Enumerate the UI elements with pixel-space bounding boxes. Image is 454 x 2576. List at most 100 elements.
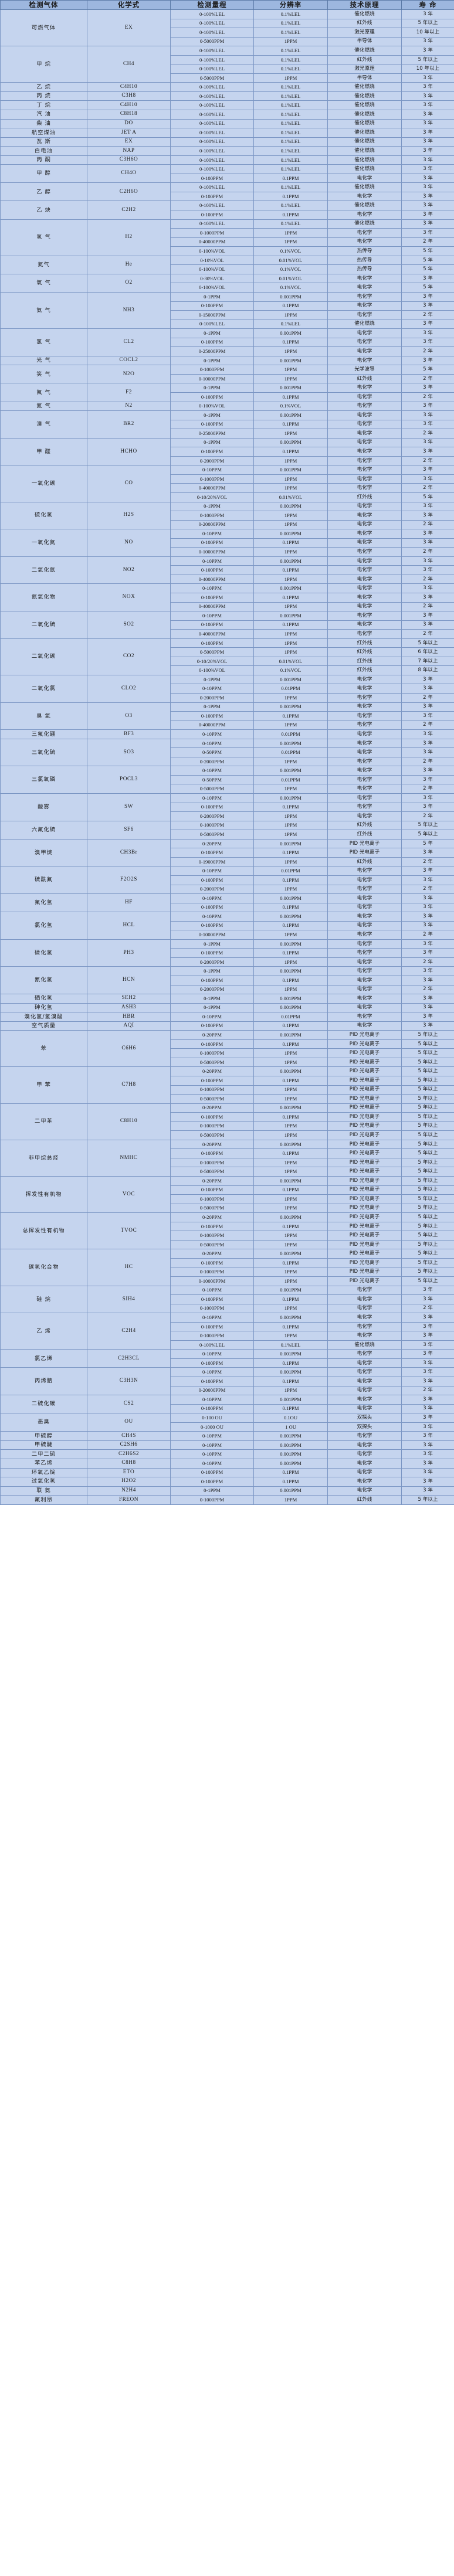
lifetime-cell: 3 年 — [401, 1395, 454, 1405]
table-row: 0-5000PPM 1PPM 红外线 5 年以上 — [1, 830, 454, 840]
technology-cell: PID 光电离子 — [327, 1148, 402, 1158]
range-cell: 0-40000PPM — [170, 237, 254, 247]
lifetime-cell: 5 年以上 — [401, 1148, 454, 1158]
resolution-cell: 0.001PPM — [253, 893, 328, 903]
resolution-cell: 0.001PPM — [253, 501, 328, 512]
lifetime-cell: 5 年以上 — [401, 1176, 454, 1186]
technology-cell: 电化学 — [327, 966, 402, 976]
range-cell: 0-100PPM — [170, 1258, 254, 1268]
lifetime-cell: 3 年 — [401, 702, 454, 712]
resolution-cell: 0.001PPM — [253, 1103, 328, 1113]
range-cell: 0-10PPM — [170, 793, 254, 803]
range-cell: 0-100%LEL — [170, 100, 254, 111]
lifetime-cell: 3 年 — [401, 437, 454, 448]
range-cell: 0-1000PPM — [170, 1303, 254, 1314]
gas-name-cell: 甲硫醇 — [0, 1431, 87, 1441]
lifetime-cell: 5 年以上 — [401, 1221, 454, 1232]
resolution-cell: 0.01%VOL — [253, 255, 328, 266]
range-cell: 0-100%LEL — [170, 155, 254, 165]
gas-name-cell: 二氧化氮 — [0, 556, 87, 584]
lifetime-cell: 3 年 — [401, 556, 454, 566]
range-cell: 0-100PPM — [170, 301, 254, 311]
range-cell: 0-10PPM — [170, 1449, 254, 1459]
table-row: 0-100PPM 0.1PPM PID 光电离子 3 年 — [1, 848, 454, 858]
table-row: 0-100PPM 0.1PPM 电化学 3 年 — [1, 593, 454, 603]
resolution-cell: 0.1PPM — [253, 1148, 328, 1158]
technology-cell: PID 光电离子 — [327, 1066, 402, 1076]
chemical-formula-cell: TVOC — [87, 1212, 171, 1250]
technology-cell: 电化学 — [327, 629, 402, 639]
range-cell: 0-100PPM — [170, 210, 254, 220]
technology-cell: PID 光电离子 — [327, 1276, 402, 1286]
table-row: 0-100%VOL 0.1%VOL 电化学 5 年 — [1, 283, 454, 293]
resolution-cell: 0.1PPM — [253, 920, 328, 931]
range-cell: 0-100%LEL — [170, 319, 254, 329]
range-cell: 0-10PPM — [170, 1440, 254, 1450]
range-cell: 0-1000PPM — [170, 1267, 254, 1277]
table-row: 硫化氢 H2S 0-1PPM 0.001PPM 电化学 3 年 — [0, 501, 454, 530]
resolution-cell: 0.001PPM — [253, 556, 328, 566]
gas-name-cell: 总挥发性有机物 — [0, 1212, 87, 1250]
technology-cell: 催化燃烧 — [327, 118, 402, 129]
gas-name-cell: 溴 气 — [0, 410, 87, 439]
chemical-formula-cell: C6H6 — [87, 1030, 171, 1068]
table-row: 乙 醇 C2H6O 0-100%LEL 0.1%LEL 催化燃烧 3 年 — [0, 182, 454, 202]
table-row: 氧 气 O2 0-30%VOL 0.01%VOL 电化学 3 年 — [0, 273, 454, 293]
technology-cell: 红外线 — [327, 647, 402, 657]
technology-cell: 电化学 — [327, 1395, 402, 1405]
technology-cell: PID 光电离子 — [327, 1185, 402, 1195]
technology-cell: 电化学 — [327, 383, 402, 393]
table-row: 甲 醇 CH4O 0-100%LEL 0.1%LEL 催化燃烧 3 年 — [0, 164, 454, 183]
lifetime-cell: 3 年 — [401, 1294, 454, 1304]
range-cell: 0-100PPM — [170, 1021, 254, 1031]
chemical-formula-cell: N2 — [87, 401, 171, 412]
range-cell: 0-20PPM — [170, 1103, 254, 1113]
range-cell: 0-10000PPM — [170, 547, 254, 557]
technology-cell: PID 光电离子 — [327, 1221, 402, 1232]
resolution-cell: 0.1PPM — [253, 565, 328, 575]
chemical-formula-cell: CL2 — [87, 328, 171, 356]
table-body: 可燃气体 EX 0-100%LEL 0.1%LEL 催化燃烧 3 年 0-100%LEL 0.… — [0, 9, 454, 1505]
technology-cell: 电化学 — [327, 355, 402, 366]
lifetime-cell: 2 年 — [401, 629, 454, 639]
lifetime-cell: 2 年 — [401, 884, 454, 895]
chemical-formula-cell: H2O2 — [87, 1477, 171, 1487]
range-cell: 0-20PPM — [170, 1176, 254, 1186]
lifetime-cell: 3 年 — [401, 994, 454, 1004]
table-row: 0-1000PPM 1PPM 电化学 3 年 — [1, 474, 454, 484]
technology-cell: PID 光电离子 — [327, 1203, 402, 1214]
table-row: 非甲烷总烃 NMHC 0-20PPM 0.001PPM PID 光电离子 5 年以上 — [0, 1139, 454, 1177]
lifetime-cell: 3 年 — [401, 583, 454, 593]
range-cell: 0-100PPM — [170, 191, 254, 202]
table-row: 恶臭 OU 0-100 OU 0.1OU 双探头 3 年 — [0, 1413, 454, 1432]
lifetime-cell: 5 年 — [401, 246, 454, 256]
table-row: 白电油 NAP 0-100%LEL 0.1%LEL 催化燃烧 3 年 — [0, 146, 454, 156]
lifetime-cell: 3 年 — [401, 866, 454, 876]
technology-cell: 电化学 — [327, 574, 402, 584]
table-row: 0-5000PPM 1PPM PID 光电离子 5 年以上 — [1, 1057, 454, 1068]
technology-cell: 电化学 — [327, 620, 402, 630]
table-row: 环氧乙烷 ETO 0-100PPM 0.1PPM 电化学 3 年 — [0, 1467, 454, 1478]
resolution-cell: 0.1%LEL — [253, 164, 328, 174]
table-row: 0-1000PPM 1PPM 电化学 3 年 — [1, 1331, 454, 1341]
table-row: 磷化氢 PH3 0-1PPM 0.001PPM 电化学 3 年 — [0, 939, 454, 967]
chemical-formula-cell: JET A — [87, 128, 171, 138]
range-cell: 0-50PPM — [170, 747, 254, 757]
table-row: 氢 气 H2 0-100%LEL 0.1%LEL 催化燃烧 3 年 — [0, 219, 454, 256]
range-cell: 0-100PPM — [170, 1221, 254, 1232]
lifetime-cell: 3 年 — [401, 419, 454, 430]
resolution-cell: 1PPM — [253, 474, 328, 484]
lifetime-cell: 3 年 — [401, 1413, 454, 1423]
range-cell: 0-100PPM — [170, 638, 254, 648]
lifetime-cell: 3 年 — [401, 529, 454, 539]
technology-cell: 激光原理 — [327, 64, 402, 74]
lifetime-cell: 2 年 — [401, 693, 454, 703]
resolution-cell: 0.1PPM — [253, 1258, 328, 1268]
technology-cell: 红外线 — [327, 638, 402, 648]
lifetime-cell: 3 年 — [401, 182, 454, 192]
resolution-cell: 0.1%LEL — [253, 200, 328, 211]
range-cell: 0-2000PPM — [170, 957, 254, 967]
table-row: 0-2000PPM 1PPM 电化学 2 年 — [1, 957, 454, 967]
table-row: 0-100%LEL 0.1%LEL 催化燃烧 3 年 — [1, 1340, 454, 1350]
technology-cell: 催化燃烧 — [327, 219, 402, 229]
